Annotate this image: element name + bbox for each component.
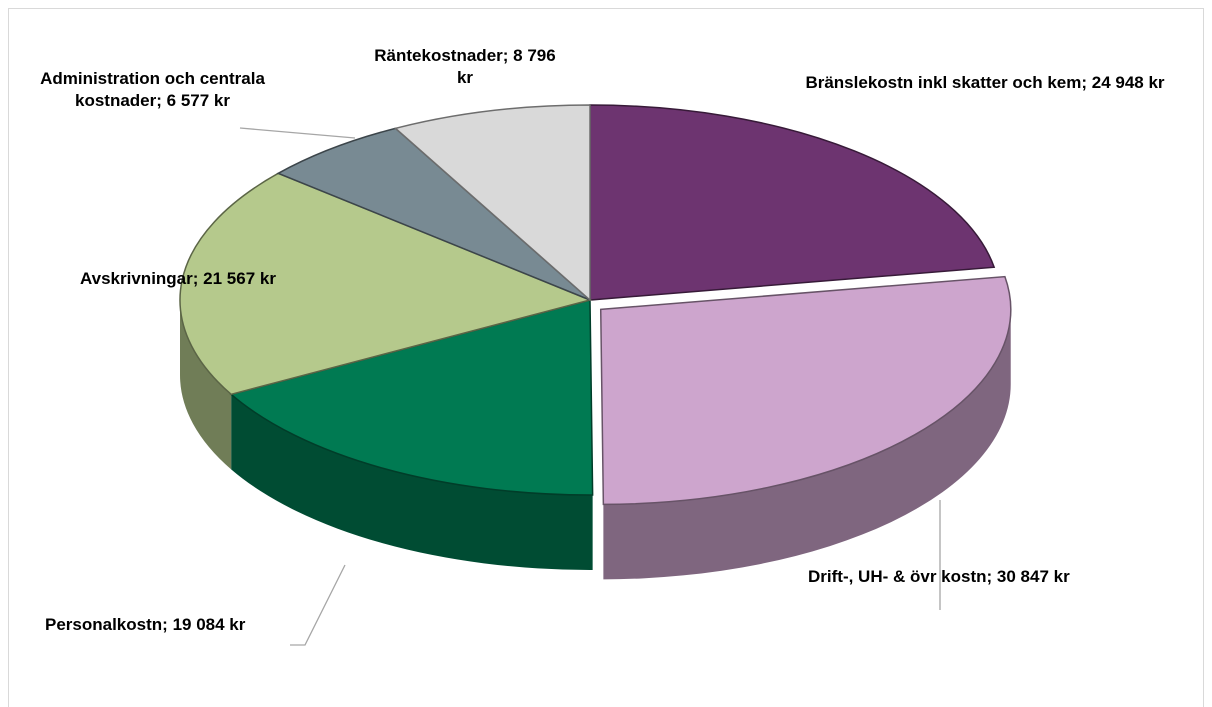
separator: ; bbox=[156, 91, 162, 110]
value-label: 8 796 kr bbox=[456, 46, 556, 87]
slice-side bbox=[231, 394, 593, 571]
category-label: Administration och centrala kostnader bbox=[40, 69, 265, 110]
separator: ; bbox=[192, 269, 199, 288]
category-label: Bränslekostn inkl skatter och kem bbox=[805, 73, 1082, 92]
separator: ; bbox=[162, 615, 168, 634]
data-label: Drift-, UH- & övr kostn; 30 847 kr bbox=[808, 566, 1070, 588]
value-label: 19 084 kr bbox=[172, 615, 246, 634]
data-label: Avskrivningar; 21 567 kr bbox=[80, 268, 276, 290]
data-label: Räntekostnader; 8 796 kr bbox=[365, 45, 565, 89]
data-label: Personalkostn; 19 084 kr bbox=[45, 614, 245, 636]
value-label: 24 948 kr bbox=[1091, 73, 1165, 92]
slice-side bbox=[180, 300, 232, 470]
category-label: Räntekostnader bbox=[374, 46, 503, 65]
value-label: 30 847 kr bbox=[996, 567, 1070, 586]
slice bbox=[599, 275, 1012, 506]
slice bbox=[589, 104, 996, 301]
separator: ; bbox=[502, 46, 509, 65]
leader-line bbox=[239, 127, 356, 139]
separator: ; bbox=[1081, 73, 1088, 92]
leader-line bbox=[290, 564, 346, 646]
slice bbox=[393, 104, 591, 302]
slice bbox=[229, 299, 594, 496]
data-label: Bränslekostn inkl skatter och kem; 24 94… bbox=[795, 72, 1175, 94]
data-label: Administration och centrala kostnader; 6… bbox=[40, 68, 265, 112]
category-label: Personalkostn bbox=[45, 615, 163, 634]
slice-side bbox=[603, 309, 1011, 580]
category-label: Avskrivningar bbox=[80, 269, 193, 288]
chart-frame bbox=[8, 8, 1204, 707]
value-label: 6 577 kr bbox=[166, 91, 230, 110]
separator: ; bbox=[986, 567, 993, 586]
value-label: 21 567 kr bbox=[203, 269, 276, 288]
slice bbox=[276, 127, 591, 301]
slice bbox=[179, 172, 593, 396]
category-label: Drift-, UH- & övr kostn bbox=[808, 567, 987, 586]
